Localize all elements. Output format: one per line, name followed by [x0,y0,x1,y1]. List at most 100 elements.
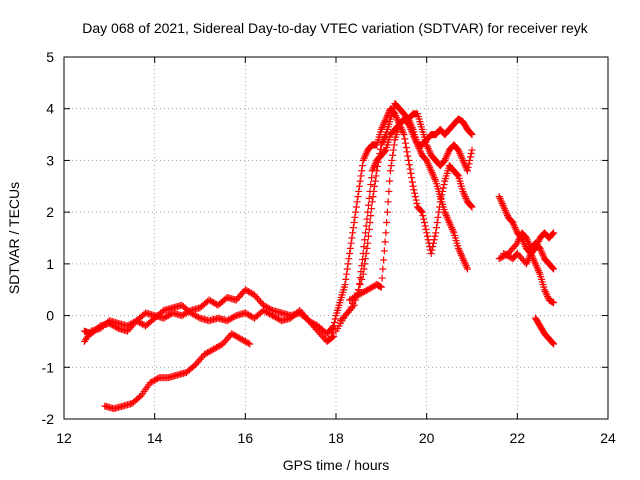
data-point [534,265,542,273]
data-point [356,177,364,185]
data-point [524,237,532,245]
data-point [496,194,504,202]
data-point [466,156,474,164]
data-point [223,335,231,343]
data-point [317,331,325,339]
data-point [460,189,468,197]
data-point [136,318,144,326]
data-point [371,162,379,170]
data-point [349,300,357,308]
data-point [383,113,391,121]
data-point [424,236,432,244]
data-point [525,239,533,247]
data-point [368,205,376,213]
data-point [462,262,470,270]
data-point [458,253,466,261]
data-point [380,256,388,264]
data-point [408,129,416,137]
series-trace-d [327,105,476,340]
data-point [534,267,542,275]
data-point [498,200,506,208]
data-point [379,122,387,130]
data-point [337,317,345,325]
data-point [349,229,357,237]
data-point [358,262,366,270]
data-point [465,160,473,168]
data-point [136,393,144,401]
data-point [243,287,251,295]
data-point [362,287,370,295]
data-point [442,210,450,218]
data-point [353,289,361,297]
data-point [193,359,201,367]
data-point [412,196,420,204]
data-point [228,314,236,322]
data-point [367,212,375,220]
data-point [510,243,518,251]
data-point [410,186,418,194]
data-point [232,296,240,304]
data-point [459,255,467,263]
data-point [234,294,242,302]
data-point [160,314,168,322]
data-point [377,125,385,133]
data-point [386,177,394,185]
data-point [426,148,434,156]
data-point [363,215,371,223]
data-point [539,251,547,259]
data-point [427,167,435,175]
data-point [495,193,503,201]
data-point [371,177,379,185]
data-point [330,318,338,326]
data-point [379,137,387,145]
data-point [425,146,433,154]
data-point [343,270,351,278]
data-point [341,312,349,320]
data-point [377,145,385,153]
data-point [449,227,457,235]
data-point [359,288,367,296]
data-point [429,239,437,247]
data-point [250,291,258,299]
data-point [154,374,162,382]
data-point [380,148,388,156]
y-axis-title: SDTVAR / TECUs [6,182,22,294]
data-point [210,299,218,307]
data-point [516,253,524,261]
data-point [382,229,390,237]
y-tick-label: 0 [46,308,54,324]
data-point [208,298,216,306]
data-point [457,250,465,258]
data-point [366,187,374,195]
data-point [356,290,364,298]
data-point [246,288,254,296]
data-point [409,182,417,190]
data-point [549,264,557,272]
data-point [386,167,394,175]
data-point [524,256,532,264]
data-point [360,243,368,251]
data-point [456,150,464,158]
data-point [424,160,432,168]
data-point [441,156,449,164]
data-point [513,239,521,247]
data-point [461,260,469,268]
data-point [377,141,385,149]
data-point [497,196,505,204]
data-point [305,317,313,325]
data-point [361,287,369,295]
data-point [497,254,505,262]
data-point [463,167,471,175]
data-point [457,151,465,159]
data-point [226,315,234,323]
x-tick-label: 14 [147,430,163,446]
data-point [461,162,469,170]
data-point [525,255,533,263]
data-point [454,244,462,252]
data-point [299,310,307,318]
data-point [403,148,411,156]
data-points [80,100,558,413]
data-point [423,156,431,164]
data-point [350,218,358,226]
